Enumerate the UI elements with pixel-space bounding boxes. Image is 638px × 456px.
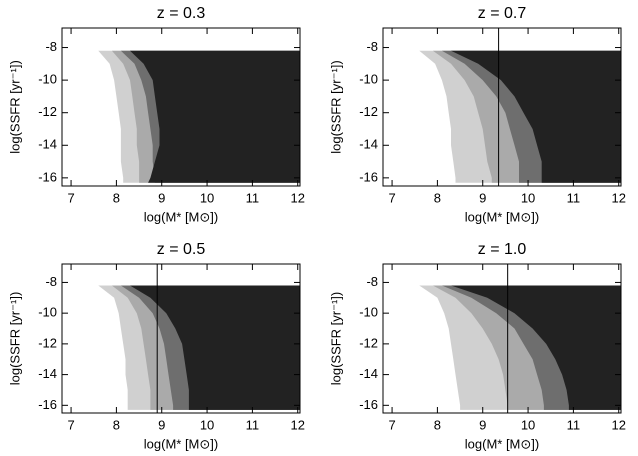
- x-tick-label: 8: [434, 417, 441, 432]
- y-tick-label: -8: [366, 274, 378, 289]
- y-tick-label: -12: [38, 104, 57, 119]
- x-tick-label: 11: [246, 417, 260, 432]
- y-tick-label: -8: [45, 39, 57, 54]
- x-tick-label: 10: [521, 417, 535, 432]
- x-axis-label: log(M* [M⊙]): [144, 209, 218, 224]
- contour-region: [130, 50, 300, 183]
- x-tick-label: 8: [113, 190, 120, 205]
- y-tick-label: -12: [359, 104, 378, 119]
- y-tick-label: -16: [359, 169, 378, 184]
- x-tick-label: 9: [479, 190, 486, 205]
- x-tick-label: 11: [567, 417, 581, 432]
- x-tick-label: 12: [290, 417, 304, 432]
- contour-region: [130, 285, 300, 410]
- y-tick-label: -16: [38, 169, 57, 184]
- y-tick-label: -14: [38, 366, 57, 381]
- x-tick-label: 10: [521, 190, 535, 205]
- x-tick-label: 12: [611, 190, 625, 205]
- y-tick-label: -12: [359, 335, 378, 350]
- y-tick-label: -10: [38, 72, 57, 87]
- y-axis-label: log(SSFR [yr⁻¹]): [7, 60, 22, 154]
- x-tick-label: 9: [479, 417, 486, 432]
- x-tick-label: 7: [67, 190, 74, 205]
- plot-frame: [61, 263, 301, 414]
- x-tick-label: 7: [67, 417, 74, 432]
- plot-frame: [382, 263, 622, 414]
- y-tick-label: -12: [38, 335, 57, 350]
- x-tick-label: 7: [388, 190, 395, 205]
- x-tick-label: 12: [611, 417, 625, 432]
- y-tick-label: -14: [38, 137, 57, 152]
- contour-region: [451, 50, 621, 183]
- y-tick-label: -14: [359, 366, 378, 381]
- y-tick-label: -10: [359, 72, 378, 87]
- chart-title: z = 0.7: [478, 5, 527, 22]
- y-tick-label: -16: [38, 397, 57, 412]
- x-tick-label: 11: [567, 190, 581, 205]
- x-tick-label: 10: [200, 417, 214, 432]
- x-tick-label: 7: [388, 417, 395, 432]
- contour-region: [451, 285, 621, 410]
- x-tick-label: 10: [200, 190, 214, 205]
- y-tick-label: -8: [45, 274, 57, 289]
- x-tick-label: 9: [158, 417, 165, 432]
- y-axis-label: log(SSFR [yr⁻¹]): [328, 60, 343, 154]
- x-tick-label: 11: [246, 190, 260, 205]
- plot-frame: [382, 27, 622, 187]
- x-axis-label: log(M* [M⊙]): [465, 436, 539, 451]
- x-tick-label: 8: [113, 417, 120, 432]
- y-tick-label: -8: [366, 39, 378, 54]
- y-axis-label: log(SSFR [yr⁻¹]): [7, 292, 22, 386]
- x-tick-label: 12: [290, 190, 304, 205]
- chart-title: z = 0.5: [157, 241, 206, 258]
- y-tick-label: -10: [359, 305, 378, 320]
- y-tick-label: -14: [359, 137, 378, 152]
- x-tick-label: 9: [158, 190, 165, 205]
- x-axis-label: log(M* [M⊙]): [465, 209, 539, 224]
- y-tick-label: -16: [359, 397, 378, 412]
- y-tick-label: -10: [38, 305, 57, 320]
- chart-title: z = 1.0: [478, 241, 527, 258]
- y-axis-label: log(SSFR [yr⁻¹]): [328, 292, 343, 386]
- plot-frame: [61, 27, 301, 187]
- x-axis-label: log(M* [M⊙]): [144, 436, 218, 451]
- x-tick-label: 8: [434, 190, 441, 205]
- chart-title: z = 0.3: [157, 5, 206, 22]
